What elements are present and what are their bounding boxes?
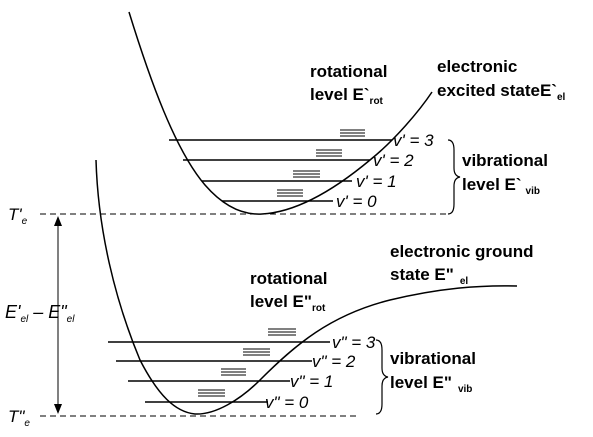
excited-vibrational-label-line2: level E` vib: [462, 175, 540, 197]
excited-rotational-bars: [277, 129, 365, 197]
excited-rotational-label-line1: rotational: [310, 62, 387, 81]
excited-state-label-line2: excited stateE`el: [437, 81, 566, 103]
ground-vibrational-label-line2: level E" vib: [390, 373, 472, 395]
excited-rotational-label-line2: level E`rot: [310, 85, 384, 107]
excited-vibrational-brace: [447, 139, 461, 215]
excited-v0-label: v' = 0: [336, 192, 377, 211]
ground-state-label-line2: state E" el: [390, 265, 468, 287]
excited-v3-label: v' = 3: [393, 131, 434, 150]
energy-difference-arrow: [54, 216, 62, 414]
ground-rotational-label-line1: rotational: [250, 269, 327, 288]
ground-rotational-label-line2: level E"rot: [250, 292, 326, 314]
ground-rotational-bars: [198, 328, 296, 397]
excited-v2-label: v' = 2: [373, 151, 414, 170]
ground-vibrational-label-line1: vibrational: [390, 349, 476, 368]
ground-state-label-line1: electronic ground: [390, 242, 534, 261]
excited-v1-label: v' = 1: [356, 172, 397, 191]
ground-state-curve: [95, 159, 518, 415]
ground-vibrational-brace: [375, 339, 389, 415]
te-ground-label: T"e: [8, 407, 30, 429]
energy-difference-label: E'el – E"el: [5, 302, 75, 325]
excited-vibrational-label-line1: vibrational: [462, 151, 548, 170]
te-excited-label: T'e: [8, 205, 28, 227]
ground-v2-label: v" = 2: [312, 352, 356, 371]
ground-v1-label: v" = 1: [290, 372, 333, 391]
ground-v3-label: v" = 3: [332, 333, 376, 352]
excited-state-label-line1: electronic: [437, 57, 517, 76]
ground-v0-label: v" = 0: [265, 393, 309, 412]
